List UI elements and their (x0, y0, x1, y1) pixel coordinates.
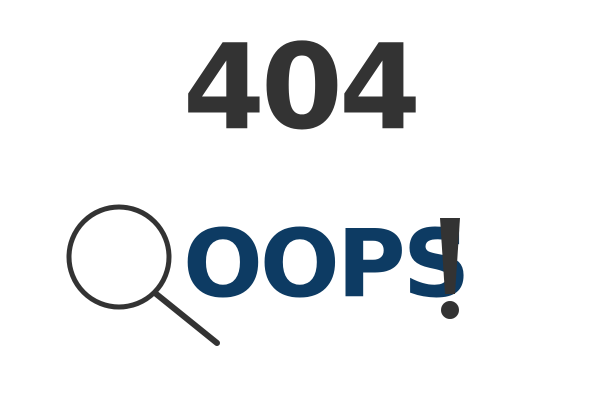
magnifier-icon (66, 204, 220, 346)
error-message: OOPS (183, 210, 470, 319)
exclamation-icon (440, 218, 460, 319)
error-code: 404 (182, 18, 421, 156)
